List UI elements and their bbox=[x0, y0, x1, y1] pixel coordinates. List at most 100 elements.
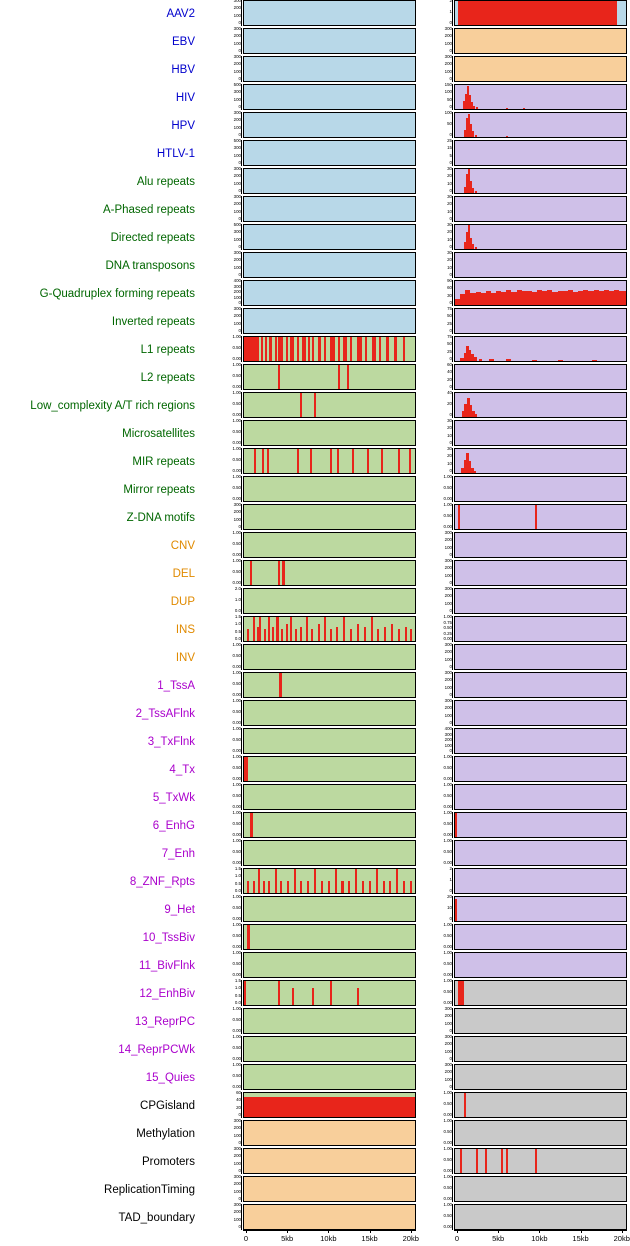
axis-tick-label: 1.00 bbox=[232, 754, 241, 759]
data-bar bbox=[465, 118, 468, 137]
y-axis-left: 300 200 100 0 bbox=[228, 0, 242, 26]
axis-tick-label: 0 bbox=[449, 384, 452, 389]
data-bar bbox=[261, 337, 264, 361]
track-label-text: 12_EnhBiv bbox=[139, 988, 195, 1000]
y-axis-left: 60 40 20 0 bbox=[228, 1090, 242, 1118]
axis-tick-label: 300 bbox=[444, 558, 452, 563]
data-bar bbox=[557, 290, 563, 305]
axis-tick-label: 1.00 bbox=[232, 950, 241, 955]
data-bar bbox=[461, 411, 465, 417]
data-bar bbox=[474, 414, 478, 417]
axis-tick-label: 300 bbox=[233, 0, 241, 3]
axis-tick-label: 200 bbox=[444, 705, 452, 711]
axis-tick-label: 25 bbox=[447, 320, 452, 326]
axis-line bbox=[452, 560, 453, 586]
data-bar bbox=[552, 291, 558, 305]
axis-tick-label: 0 bbox=[449, 608, 452, 613]
y-axis-right: 1.00 0.50 0.00 bbox=[435, 1118, 453, 1146]
y-axis-right: 30 20 10 0 bbox=[435, 222, 453, 250]
panel-right bbox=[454, 700, 627, 726]
track-row: MIR repeats 1.00 0.50 0.00 30 20 10 0 bbox=[0, 446, 630, 476]
panel-left bbox=[243, 868, 416, 894]
track-label-promoters: Promoters bbox=[0, 1148, 198, 1176]
axis-tick-label: 30 bbox=[447, 194, 452, 199]
axis-line bbox=[241, 0, 242, 26]
axis-line bbox=[241, 84, 242, 110]
axis-tick-label: 90 bbox=[447, 278, 452, 283]
data-bar bbox=[403, 337, 406, 361]
panel-right bbox=[454, 756, 627, 782]
data-bar bbox=[282, 561, 285, 585]
data-bar bbox=[300, 626, 303, 641]
data-bar bbox=[409, 629, 412, 641]
axis-line bbox=[241, 112, 242, 138]
data-bar bbox=[523, 108, 526, 109]
data-bar bbox=[463, 241, 466, 249]
axis-tick-label: 20 bbox=[447, 173, 452, 179]
data-bar bbox=[297, 449, 300, 473]
axis-tick-label: 1.00 bbox=[443, 502, 452, 507]
axis-line bbox=[241, 224, 242, 250]
track-row: DNA transposons 300 200 100 0 30 20 10 0 bbox=[0, 250, 630, 280]
track-label-14-reprpcwk: 14_ReprPCWk bbox=[0, 1036, 198, 1064]
axis-tick-label: 0.00 bbox=[443, 524, 452, 529]
data-bar bbox=[473, 470, 477, 473]
axis-tick-label: 0.00 bbox=[232, 1056, 241, 1061]
axis-tick-label: 300 bbox=[444, 1006, 452, 1011]
axis-tick-label: 25 bbox=[447, 348, 452, 354]
data-bar bbox=[257, 869, 260, 893]
axis-tick-label: 10 bbox=[447, 432, 452, 438]
data-bar bbox=[272, 626, 275, 641]
axis-line bbox=[452, 84, 453, 110]
axis-tick-label: 1.00 bbox=[232, 418, 241, 423]
axis-tick-label: 10 bbox=[447, 208, 452, 214]
data-bar bbox=[280, 629, 283, 641]
axis-tick-label: 300 bbox=[444, 1062, 452, 1067]
axis-tick-label: 0.50 bbox=[443, 1101, 452, 1106]
data-bar bbox=[267, 617, 270, 641]
axis-tick-label: 1 bbox=[449, 9, 452, 14]
axis-tick-label: 0 bbox=[449, 76, 452, 81]
axis-tick-label: 10 bbox=[447, 264, 452, 270]
axis-tick-label: 100 bbox=[444, 110, 452, 115]
track-label-microsatellites: Microsatellites bbox=[0, 420, 198, 448]
y-axis-right: 1.00 0.50 0.00 bbox=[435, 810, 453, 838]
data-bar bbox=[336, 626, 339, 641]
panel-left bbox=[243, 1176, 416, 1202]
data-bar bbox=[591, 359, 597, 361]
data-bar bbox=[469, 405, 473, 417]
axis-tick-label: 20 bbox=[447, 376, 452, 382]
track-label-text: G-Quadruplex forming repeats bbox=[39, 288, 195, 300]
axis-tick-label: 0.50 bbox=[232, 709, 241, 714]
axis-line bbox=[452, 1204, 453, 1230]
data-bar bbox=[341, 881, 344, 893]
axis-tick-label: 0.50 bbox=[232, 849, 241, 854]
data-bar bbox=[470, 238, 473, 249]
axis-tick-label: 300 bbox=[233, 1202, 241, 1207]
axis-tick-label: 0.50 bbox=[443, 1213, 452, 1218]
track-label-text: CNV bbox=[170, 540, 195, 552]
axis-tick-label: 300 bbox=[233, 229, 241, 235]
data-bar bbox=[463, 459, 467, 473]
data-bar bbox=[463, 1093, 466, 1117]
axis-tick-label: 0 bbox=[449, 580, 452, 585]
track-label-l2-repeats: L2 repeats bbox=[0, 364, 198, 392]
y-axis-right: 75 50 25 0 bbox=[435, 306, 453, 334]
axis-tick-label: 1.00 bbox=[443, 754, 452, 759]
data-bar bbox=[338, 365, 341, 389]
axis-line bbox=[241, 812, 242, 838]
track-row: A-Phased repeats 300 200 100 0 30 20 10 0 bbox=[0, 194, 630, 224]
axis-tick-label: 0 bbox=[449, 888, 452, 893]
axis-tick-label: 0.00 bbox=[232, 804, 241, 809]
data-bar bbox=[457, 505, 460, 529]
data-bar bbox=[285, 337, 288, 361]
panel-right bbox=[454, 1176, 627, 1202]
x-tick bbox=[621, 1230, 623, 1233]
axis-tick-label: 0 bbox=[238, 272, 241, 277]
axis-tick-label: 0 bbox=[238, 300, 241, 305]
data-bar bbox=[557, 359, 563, 361]
axis-tick-label: 1.00 bbox=[232, 838, 241, 843]
y-axis-left: 1.00 0.50 0.00 bbox=[228, 754, 242, 782]
axis-tick-label: 100 bbox=[233, 96, 241, 102]
track-row: 15_Quies 1.00 0.50 0.00 300 200 100 0 bbox=[0, 1062, 630, 1092]
